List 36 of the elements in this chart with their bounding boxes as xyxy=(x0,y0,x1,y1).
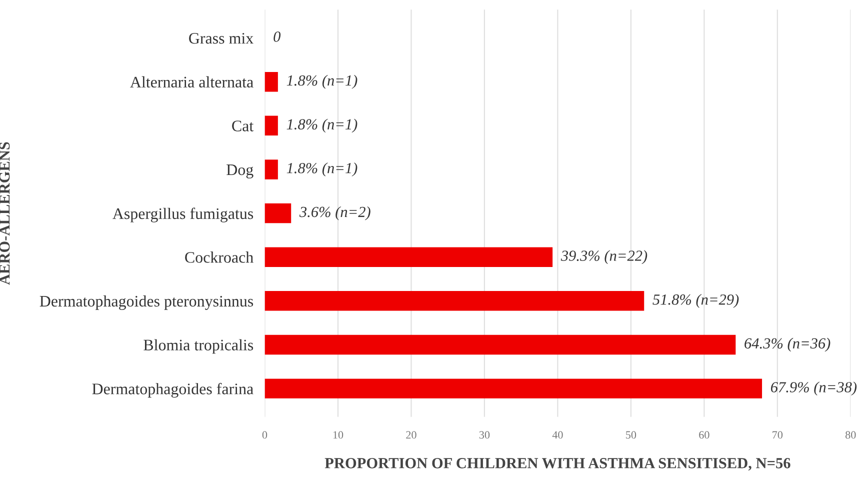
bar xyxy=(264,334,736,355)
data-label: 67.9% (n=38) xyxy=(770,382,857,396)
x-tick-label: 30 xyxy=(479,431,490,439)
y-tick-label: Blomia tropicalis xyxy=(144,339,254,354)
y-tick-label: Dermatophagoides pteronysinnus xyxy=(40,295,254,310)
bar xyxy=(264,72,278,92)
x-tick-label: 10 xyxy=(333,431,344,439)
y-tick-label: Dog xyxy=(226,164,254,178)
data-label: 39.3% (n=22) xyxy=(560,250,648,264)
data-label: 0 xyxy=(274,32,281,42)
y-tick-label: Cat xyxy=(232,120,254,132)
data-label: 3.6% (n=2) xyxy=(299,206,370,220)
data-label: 1.8% (n=1) xyxy=(286,74,358,89)
y-tick-label: Cockroach xyxy=(185,252,254,263)
data-label: 1.8% (n=1) xyxy=(286,118,358,133)
bar xyxy=(264,247,553,267)
x-tick-label: 80 xyxy=(846,431,856,439)
bar xyxy=(264,203,292,224)
y-tick-label: Grass mix xyxy=(189,32,254,44)
x-tick-label: 70 xyxy=(772,431,783,439)
y-tick-label: Alternaria alternata xyxy=(130,76,254,88)
bar xyxy=(264,291,644,311)
x-tick-label: 50 xyxy=(626,431,636,439)
x-tick-label: 40 xyxy=(552,431,563,439)
data-label: 64.3% (n=36) xyxy=(744,338,830,352)
x-axis-title: PROPORTION OF CHILDREN WITH ASTHMA SENSITISED, N=56 xyxy=(324,458,790,471)
x-tick-label: 60 xyxy=(699,431,710,439)
y-tick-label: Aspergillus fumigatus xyxy=(112,208,254,222)
bar xyxy=(264,160,278,180)
bar xyxy=(264,116,278,136)
y-tick-label: Dermatophagoides farina xyxy=(92,382,254,398)
x-tick-label: 0 xyxy=(262,431,268,439)
data-label: 1.8% (n=1) xyxy=(286,162,358,176)
bar xyxy=(264,378,762,398)
data-label: 51.8% (n=29) xyxy=(652,294,739,308)
x-tick-label: 20 xyxy=(406,431,416,439)
